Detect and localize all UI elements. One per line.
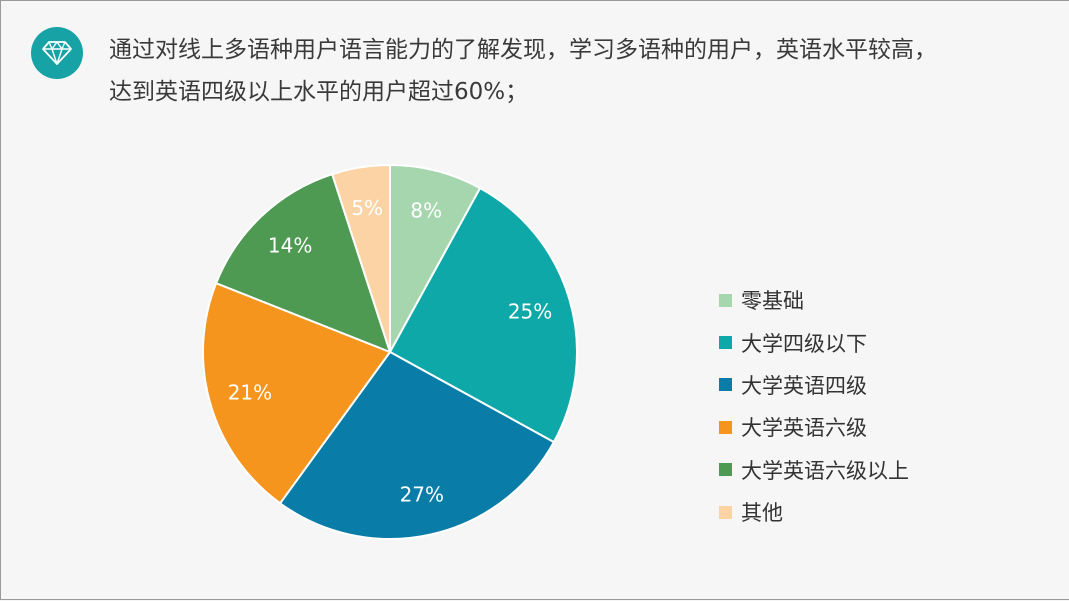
headline-line-1: 通过对线上多语种用户语言能力的了解发现，学习多语种的用户，英语水平较高，: [109, 37, 937, 63]
legend-item: 大学英语四级: [719, 364, 909, 406]
legend-label: 大学英语四级: [741, 373, 867, 398]
slice-label: 25%: [508, 299, 552, 323]
pie-slice: [388, 186, 578, 444]
legend-label: 大学英语六级: [741, 416, 867, 441]
slice-label: 21%: [228, 381, 272, 405]
pie-slice: [202, 281, 392, 505]
legend-swatch: [719, 420, 732, 434]
chart-legend: 零基础大学四级以下 大学英语四级 大学英语六级大学英语六级以上 其他: [719, 279, 909, 533]
slice-label: 27%: [400, 482, 444, 506]
slice-label: 5%: [351, 196, 383, 220]
legend-swatch: [719, 378, 732, 392]
headline-line-2: 达到英语四级以上水平的用户超过60%；: [109, 79, 529, 105]
legend-label: 大学英语六级以上: [741, 458, 909, 483]
legend-swatch: [719, 505, 732, 519]
legend-label: 零基础: [741, 289, 804, 314]
pie-chart: 8% 25% 27% 21% 14% 5%: [202, 163, 578, 540]
slice-label: 14%: [268, 234, 312, 258]
headline: 通过对线上多语种用户语言能力的了解发现，学习多语种的用户，英语水平较高， 达到英…: [109, 29, 1039, 113]
legend-item: 大学英语六级: [719, 406, 909, 448]
diamond-badge: [31, 27, 83, 79]
slice-label: 8%: [410, 199, 442, 223]
pie-slice: [330, 163, 391, 353]
legend-item: 其他: [719, 491, 909, 533]
legend-item: 大学四级以下: [719, 321, 909, 363]
pie-slice: [278, 350, 556, 540]
legend-item: 零基础: [719, 279, 909, 321]
legend-label: 其他: [741, 501, 783, 526]
legend-swatch: [719, 463, 732, 477]
pie-slice: [389, 163, 482, 353]
legend-swatch: [719, 293, 732, 307]
diamond-icon: [42, 41, 72, 65]
legend-swatch: [719, 336, 732, 350]
legend-label: 大学四级以下: [741, 331, 867, 356]
legend-item: 大学英语六级以上: [719, 449, 909, 491]
